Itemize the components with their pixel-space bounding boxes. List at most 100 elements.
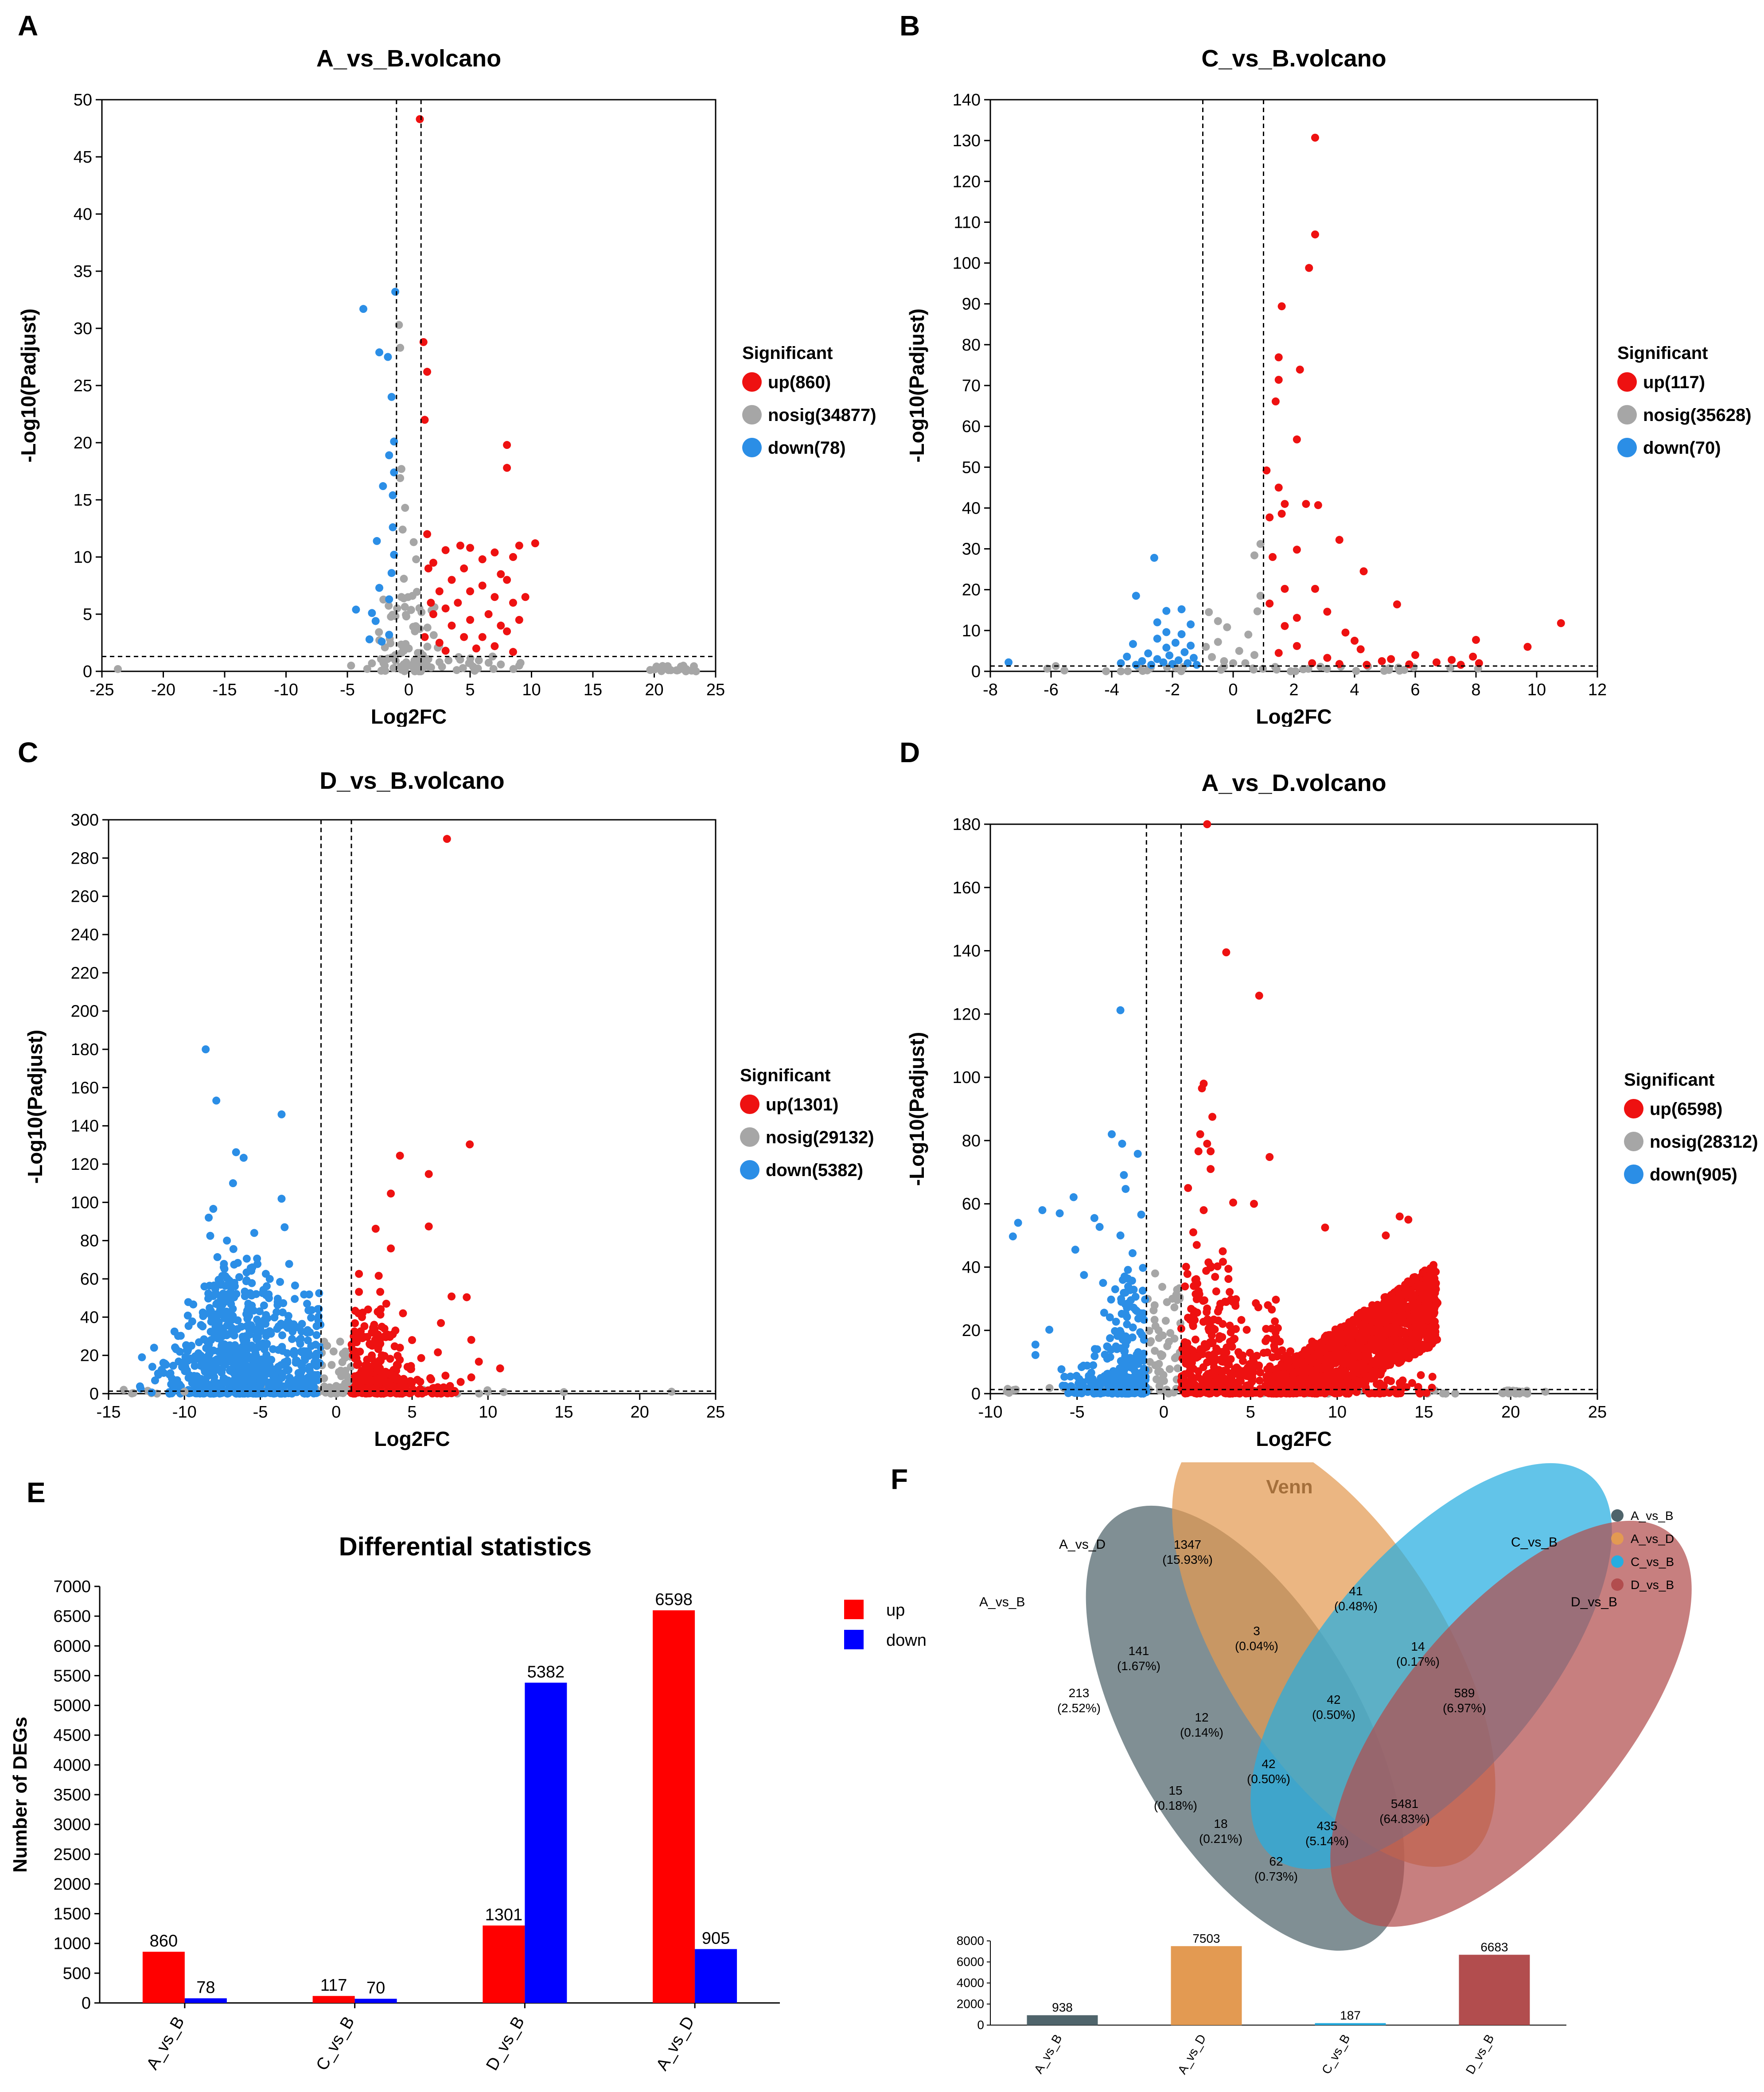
up-point [1354,1360,1363,1369]
up-point [1377,1368,1385,1377]
up-point [376,1340,385,1348]
nosig-point [1205,608,1213,616]
nosig-point [1505,1386,1513,1395]
x-tick-label: 10 [1328,1403,1347,1422]
down-point [217,1341,226,1350]
nosig-point [1147,1337,1155,1345]
down-point [278,1308,287,1317]
up-point [454,599,462,607]
up-point [1271,397,1280,405]
up-point [408,1378,416,1387]
venn-region-percent: (5.14%) [1305,1834,1349,1848]
up-point [1320,1373,1329,1381]
up-point [1192,1353,1201,1362]
up-point [1203,820,1211,828]
down-bar [354,1999,397,2003]
up-point [497,570,505,578]
up-point [466,587,474,596]
down-point [1177,605,1186,613]
x-tick-label: 25 [706,681,725,699]
down-point [296,1360,304,1368]
up-point [1277,1362,1286,1371]
x-tick-label: 10 [479,1403,497,1422]
up-point [1365,1310,1373,1319]
x-tick-label: A_vs_B [143,2014,188,2073]
nosig-point [1165,1365,1174,1373]
up-point [1323,654,1332,662]
nosig-point [427,663,435,672]
y-tick-label: 80 [962,1132,981,1150]
venn-region-count: 141 [1129,1644,1149,1658]
up-point [1207,1147,1215,1156]
venn-set-label: A_vs_D [1059,1537,1106,1552]
down-point [1189,654,1198,662]
down-point [387,393,396,401]
y-axis-label: -Log10(Padjust) [17,308,40,463]
up-point [1213,1262,1222,1270]
up-point [1384,1300,1393,1308]
up-point [381,1389,389,1397]
down-point [227,1323,235,1331]
down-point [391,288,400,296]
down-point [285,1260,293,1268]
up-point [478,581,487,590]
venn-region-count: 15 [1168,1784,1182,1797]
down-point [1055,1209,1064,1218]
x-tick-label: D_vs_B [483,2014,528,2074]
down-point [169,1362,177,1370]
nosig-point [347,662,355,670]
up-point [1272,1371,1280,1379]
down-point [222,1307,231,1316]
down-point [1123,652,1131,661]
up-point [1219,1247,1227,1255]
up-point [1273,1351,1282,1359]
down-point [157,1366,166,1374]
up-point [1308,659,1316,667]
up-point [1223,1343,1231,1352]
down-point [1131,1293,1140,1301]
down-point [1116,1006,1125,1014]
up-point [515,542,523,550]
down-point [183,1356,192,1365]
up-bar-value: 860 [150,1932,178,1951]
y-tick-label: 260 [71,888,99,906]
down-point [260,1301,268,1309]
up-point [1341,1330,1349,1339]
nosig-point [1157,1350,1165,1359]
down-point [1090,1352,1099,1360]
nosig-point [1235,647,1243,655]
down-point [255,1307,264,1316]
nosig-point [1394,663,1402,672]
up-point [417,1354,425,1362]
up-point [466,616,474,624]
up-point [478,633,487,641]
legend-title: Significant [1617,343,1708,363]
up-point [429,558,437,567]
down-point [1089,1361,1098,1369]
mini-y-tick-label: 8000 [957,1934,984,1948]
up-point [1281,622,1289,630]
up-point [1373,1325,1382,1333]
down-point [312,1353,320,1361]
mini-x-tick-label: C_vs_B [1319,2032,1353,2076]
legend-title: Significant [742,343,833,363]
down-point [1103,1355,1111,1363]
up-point [467,1336,475,1344]
nosig-point [388,611,397,619]
up-point [1417,1371,1425,1379]
nosig-point [400,575,408,583]
down-point [1137,1374,1145,1382]
up-point [531,539,539,548]
down-point [1120,1376,1128,1384]
venn-region-count: 42 [1327,1693,1340,1706]
up-point [355,1380,363,1388]
venn-legend-label: A_vs_B [1631,1509,1674,1523]
mini-bar-value: 187 [1340,2009,1361,2022]
plot-frame [989,99,1598,672]
down-point [365,635,374,643]
down-point [1138,1331,1146,1339]
down-point [1128,1333,1137,1342]
nosig-point [401,603,409,611]
up-point [503,576,511,584]
chart-title: A_vs_B.volcano [316,45,501,72]
